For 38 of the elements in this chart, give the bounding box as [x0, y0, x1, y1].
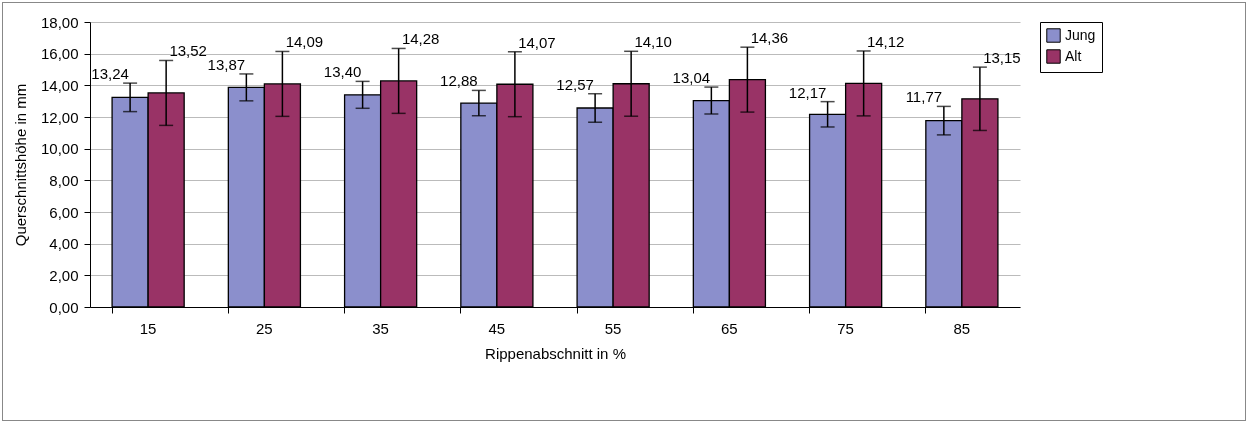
x-axis-title: Rippenabschnitt in % [485, 344, 626, 362]
y-tick-label: 14,00 [40, 76, 79, 94]
y-tick-label: 18,00 [40, 13, 79, 31]
data-label: 13,04 [672, 69, 711, 87]
legend-label: Alt [1065, 47, 1082, 64]
y-tick-label: 12,00 [40, 108, 79, 126]
data-label: 14,28 [401, 30, 440, 48]
x-tick-label: 25 [256, 319, 273, 337]
data-label: 14,36 [750, 29, 789, 47]
data-label: 13,52 [169, 42, 207, 60]
data-label: 12,17 [788, 83, 827, 101]
x-tick-label: 55 [604, 319, 622, 337]
y-tick-label: 8,00 [49, 171, 79, 189]
data-label: 13,40 [323, 63, 362, 81]
x-tick-label: 35 [372, 319, 389, 337]
x-tick-label: 65 [721, 319, 738, 337]
y-tick-label: 6,00 [49, 203, 79, 221]
data-label: 11,77 [905, 88, 943, 106]
data-label: 14,07 [518, 33, 556, 51]
x-tick-label: 75 [837, 319, 854, 337]
legend-label: Jung [1065, 26, 1096, 43]
y-tick-label: 2,00 [49, 266, 79, 284]
data-label: 12,57 [556, 75, 594, 93]
x-tick-label: 15 [139, 319, 157, 337]
data-label: 14,10 [634, 33, 672, 51]
data-label: 13,15 [983, 49, 1021, 67]
y-tick-label: 10,00 [40, 140, 79, 158]
data-label: 14,09 [285, 33, 324, 51]
data-label: 13,24 [91, 65, 129, 83]
data-label: 13,87 [207, 55, 246, 73]
x-tick-label: 85 [953, 319, 971, 337]
y-tick-label: 0,00 [49, 298, 79, 316]
y-tick-label: 16,00 [40, 45, 79, 63]
data-label: 14,12 [866, 32, 905, 50]
y-axis-title: Querschnittshöhe in mm [11, 83, 29, 247]
y-tick-label: 4,00 [49, 235, 79, 253]
x-tick-label: 45 [488, 319, 506, 337]
data-label: 12,88 [440, 72, 478, 90]
